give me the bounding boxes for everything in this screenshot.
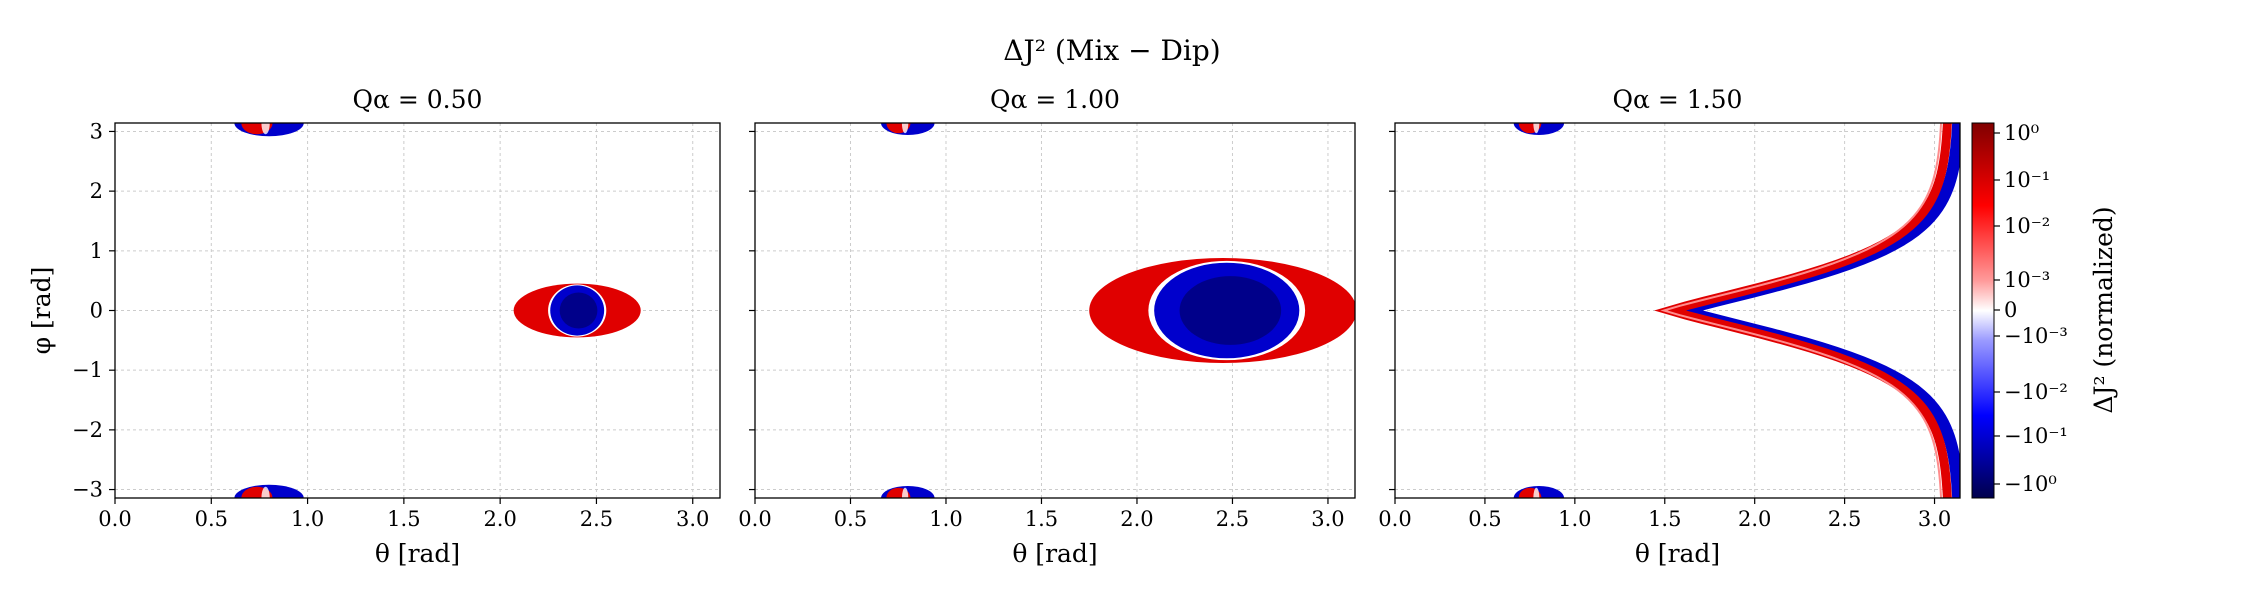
colorbar-tick-label: 10⁻³ bbox=[2004, 268, 2050, 292]
panel-1: Qα = 1.00 0.0 0.5 1.0 1.5 2.0 2.5 3.0 θ [rad] bbox=[738, 85, 1356, 568]
x-tick-label: 0.0 bbox=[98, 507, 131, 531]
x-ticks: 0.0 0.5 1.0 1.5 2.0 2.5 3.0 bbox=[1378, 498, 1951, 531]
region-deep-core bbox=[1179, 276, 1282, 345]
x-tick-label: 0.0 bbox=[1378, 507, 1411, 531]
data-regions bbox=[881, 123, 1355, 498]
x-tick-label: 2.5 bbox=[580, 507, 613, 531]
edge-blob-white bbox=[1533, 123, 1540, 134]
figure-suptitle: ΔJ² (Mix − Dip) bbox=[1003, 34, 1220, 67]
colorbar-tick-label: 10⁰ bbox=[2004, 121, 2039, 145]
x-tick-label: 3.0 bbox=[1311, 507, 1344, 531]
y-tick-label: 3 bbox=[90, 119, 103, 143]
x-tick-label: 0.5 bbox=[834, 507, 867, 531]
x-tick-label: 0.0 bbox=[738, 507, 771, 531]
x-tick-label: 2.5 bbox=[1216, 507, 1249, 531]
y-ticks bbox=[1389, 130, 1395, 491]
x-tick-label: 3.0 bbox=[676, 507, 709, 531]
y-tick-label: −2 bbox=[72, 418, 103, 442]
y-ticks: 3 2 1 0 −1 −2 −3 bbox=[72, 119, 115, 502]
x-ticks: 0.0 0.5 1.0 1.5 2.0 2.5 3.0 bbox=[98, 498, 709, 531]
x-tick-label: 2.0 bbox=[483, 507, 516, 531]
colorbar-tick-label: −10⁻² bbox=[2004, 380, 2068, 404]
x-tick-label: 2.0 bbox=[1738, 507, 1771, 531]
colorbar: 10⁰ 10⁻¹ 10⁻² 10⁻³ 0−10⁻³ −10⁻² −10⁻¹ −10⁰ ΔJ² … bbox=[1971, 121, 2118, 499]
band-red bbox=[1654, 123, 1952, 498]
x-tick-label: 1.5 bbox=[387, 507, 420, 531]
panel-2: Qα = 1.50 0.0 0.5 1.0 1.5 2.0 2.5 3.0 θ [rad] bbox=[1378, 85, 1961, 568]
colorbar-label: ΔJ² (normalized) bbox=[2089, 206, 2118, 413]
colorbar-tick-label: 0 bbox=[2004, 298, 2017, 322]
edge-blob-white bbox=[901, 487, 909, 498]
colorbar-tick-label: 10⁻¹ bbox=[2004, 168, 2050, 192]
x-axis-label: θ [rad] bbox=[1012, 539, 1097, 568]
x-tick-label: 3.0 bbox=[1918, 507, 1951, 531]
edge-blob-white bbox=[1533, 487, 1540, 498]
x-tick-label: 2.5 bbox=[1828, 507, 1861, 531]
x-axis-label: θ [rad] bbox=[1635, 539, 1720, 568]
x-tick-label: 1.0 bbox=[1558, 507, 1591, 531]
data-regions bbox=[234, 123, 641, 498]
edge-blob-white bbox=[901, 123, 909, 134]
x-tick-label: 2.0 bbox=[1120, 507, 1153, 531]
y-tick-label: −3 bbox=[72, 478, 103, 502]
edge-blob-white bbox=[261, 486, 270, 498]
panel-title: Qα = 1.00 bbox=[990, 85, 1120, 114]
x-tick-label: 1.0 bbox=[929, 507, 962, 531]
x-tick-label: 1.0 bbox=[291, 507, 324, 531]
x-ticks: 0.0 0.5 1.0 1.5 2.0 2.5 3.0 bbox=[738, 498, 1345, 531]
edge-blob-white bbox=[261, 123, 270, 135]
panel-title: Qα = 0.50 bbox=[353, 85, 483, 114]
x-axis-label: θ [rad] bbox=[375, 539, 460, 568]
colorbar-gradient bbox=[1971, 122, 1995, 499]
y-ticks bbox=[749, 130, 755, 491]
colorbar-tick-label: −10⁰ bbox=[2004, 472, 2057, 496]
data-regions bbox=[1513, 123, 1960, 498]
y-tick-label: 1 bbox=[90, 239, 103, 263]
x-tick-label: 0.5 bbox=[1468, 507, 1501, 531]
colorbar-tick-label: −10⁻³ bbox=[2004, 324, 2068, 348]
y-tick-label: 2 bbox=[90, 179, 103, 203]
colorbar-tick-label: 10⁻² bbox=[2004, 214, 2050, 238]
band-edge bbox=[1660, 123, 1943, 498]
x-tick-label: 0.5 bbox=[195, 507, 228, 531]
panel-0: Qα = 0.50 0.0 0.5 1.0 1.5 2.0 2.5 3.0 θ [rad] 3 2 1… bbox=[27, 85, 721, 568]
panels: Qα = 0.50 0.0 0.5 1.0 1.5 2.0 2.5 3.0 θ [rad] 3 2 1… bbox=[27, 85, 1961, 568]
y-tick-label: −1 bbox=[72, 358, 103, 382]
region-deep-core bbox=[559, 292, 598, 329]
x-tick-label: 1.5 bbox=[1025, 507, 1058, 531]
y-tick-label: 0 bbox=[90, 299, 103, 323]
colorbar-ticks: 10⁰ 10⁻¹ 10⁻² 10⁻³ 0−10⁻³ −10⁻² −10⁻¹ −10⁰ bbox=[1994, 121, 2068, 496]
y-axis-label: φ [rad] bbox=[27, 267, 56, 355]
colorbar-tick-label: −10⁻¹ bbox=[2004, 424, 2068, 448]
x-tick-label: 1.5 bbox=[1648, 507, 1681, 531]
panel-title: Qα = 1.50 bbox=[1613, 85, 1743, 114]
